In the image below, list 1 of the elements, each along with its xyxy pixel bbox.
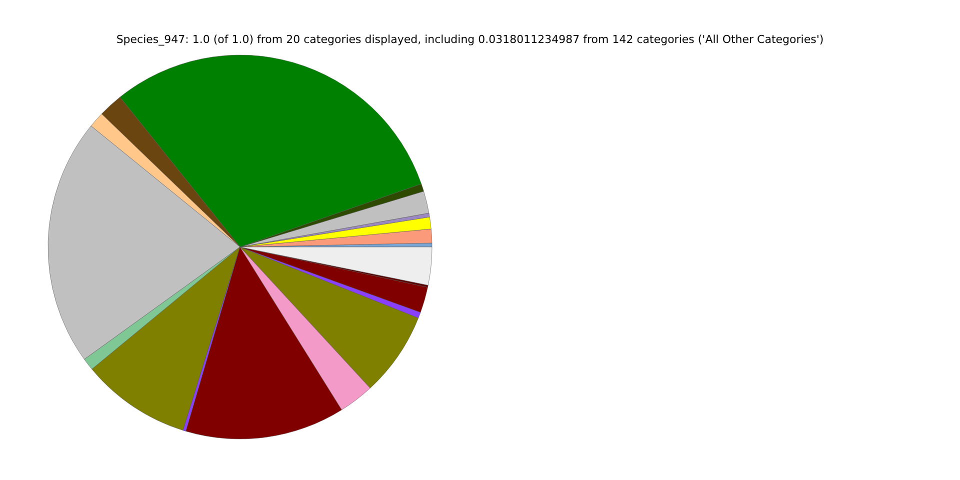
text: Species_947: 1.0 (of 1.0) from 20 categories displayed, including 0.0318011234987 from 142 categories ('All Other Categories') (116, 33, 824, 46)
